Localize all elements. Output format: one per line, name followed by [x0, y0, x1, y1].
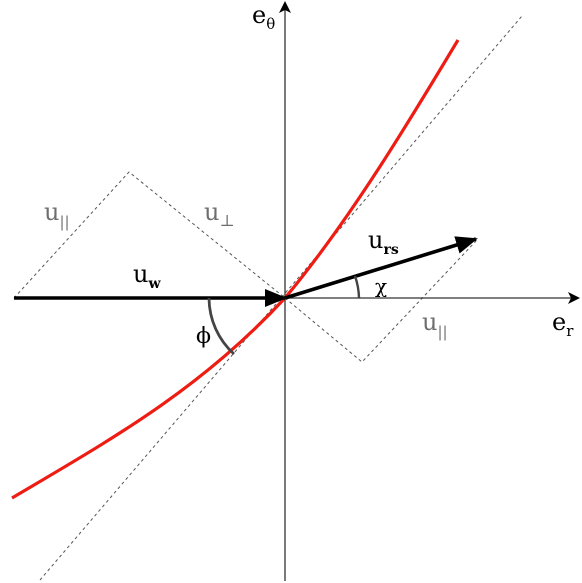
component-triangle-upper — [13, 171, 286, 299]
component-triangle-lower — [284, 240, 477, 363]
u-parallel-right-label: u|| — [422, 308, 448, 341]
e-r-label: er — [552, 308, 574, 340]
u-parallel-left-label: u|| — [44, 198, 70, 231]
u-w-label: uw — [133, 260, 161, 292]
phi-label: ϕ — [196, 324, 211, 349]
u-perpendicular-label: u⊥ — [204, 198, 235, 230]
e-theta-label: eθ — [252, 1, 275, 33]
phi-angle-arc — [207, 297, 235, 356]
u-rs-vector — [284, 236, 478, 300]
chi-angle-arc — [353, 275, 361, 299]
chi-label: χ — [375, 274, 387, 298]
diagonal-reference-line — [39, 15, 523, 581]
u-rs-label: urs — [368, 226, 399, 258]
interface-curve — [11, 39, 460, 500]
